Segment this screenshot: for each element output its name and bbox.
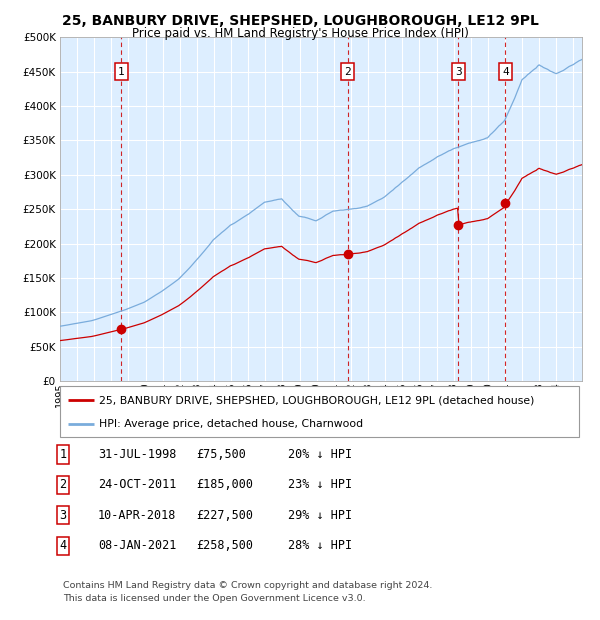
Text: £75,500: £75,500 xyxy=(196,448,246,461)
Text: 3: 3 xyxy=(455,66,461,77)
Text: 08-JAN-2021: 08-JAN-2021 xyxy=(98,539,176,552)
Text: 25, BANBURY DRIVE, SHEPSHED, LOUGHBOROUGH, LE12 9PL (detached house): 25, BANBURY DRIVE, SHEPSHED, LOUGHBOROUG… xyxy=(99,396,534,405)
Text: 1: 1 xyxy=(118,66,125,77)
Text: 2: 2 xyxy=(59,479,67,491)
Text: 4: 4 xyxy=(59,539,67,552)
Text: 20% ↓ HPI: 20% ↓ HPI xyxy=(288,448,352,461)
Text: 1: 1 xyxy=(59,448,67,461)
Text: 3: 3 xyxy=(59,509,67,521)
Text: 29% ↓ HPI: 29% ↓ HPI xyxy=(288,509,352,521)
Text: HPI: Average price, detached house, Charnwood: HPI: Average price, detached house, Char… xyxy=(99,419,363,430)
Text: £227,500: £227,500 xyxy=(196,509,253,521)
Text: 25, BANBURY DRIVE, SHEPSHED, LOUGHBOROUGH, LE12 9PL: 25, BANBURY DRIVE, SHEPSHED, LOUGHBOROUG… xyxy=(62,14,538,28)
Text: Contains HM Land Registry data © Crown copyright and database right 2024.: Contains HM Land Registry data © Crown c… xyxy=(63,581,433,590)
Text: 28% ↓ HPI: 28% ↓ HPI xyxy=(288,539,352,552)
Text: 24-OCT-2011: 24-OCT-2011 xyxy=(98,479,176,491)
Text: 23% ↓ HPI: 23% ↓ HPI xyxy=(288,479,352,491)
Text: 4: 4 xyxy=(502,66,509,77)
Text: Price paid vs. HM Land Registry's House Price Index (HPI): Price paid vs. HM Land Registry's House … xyxy=(131,27,469,40)
Text: £185,000: £185,000 xyxy=(196,479,253,491)
Text: 31-JUL-1998: 31-JUL-1998 xyxy=(98,448,176,461)
Text: This data is licensed under the Open Government Licence v3.0.: This data is licensed under the Open Gov… xyxy=(63,593,365,603)
Text: 2: 2 xyxy=(344,66,351,77)
Text: 10-APR-2018: 10-APR-2018 xyxy=(98,509,176,521)
Text: £258,500: £258,500 xyxy=(196,539,253,552)
